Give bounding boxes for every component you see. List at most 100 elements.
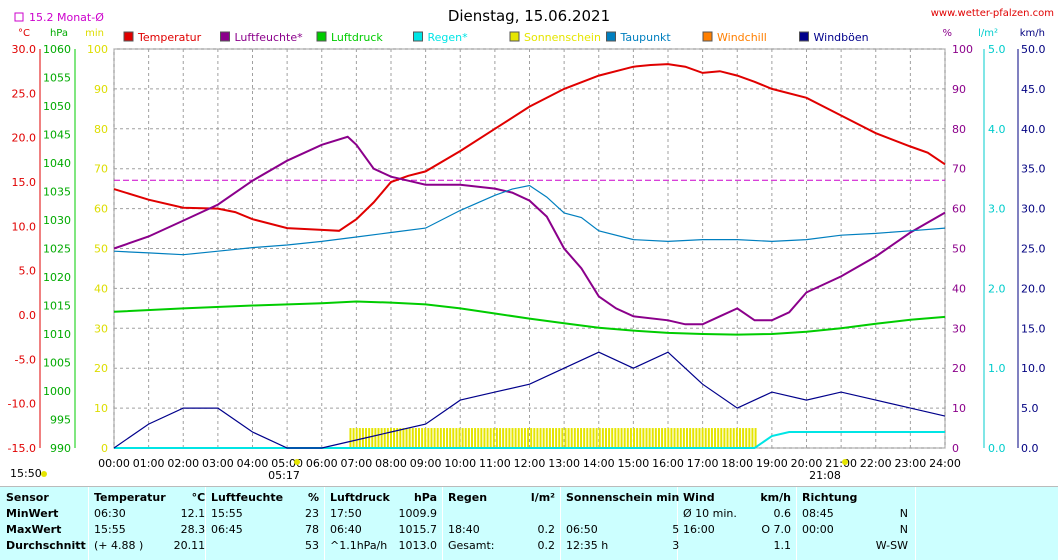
dir-avg: W-SW <box>875 538 908 552</box>
sunshine-bar <box>726 428 729 448</box>
sunshine-bar <box>745 428 748 448</box>
sunshine-bar <box>511 428 514 448</box>
sunrise-time: 05:17 <box>268 469 300 482</box>
rain-max: 0.2 <box>537 522 556 536</box>
sunshine-bar <box>349 428 352 448</box>
x-tick-label: 09:00 <box>410 457 442 470</box>
sunshine-bar <box>389 428 392 448</box>
hum-max-time: 06:45 <box>211 522 243 536</box>
temp-min-time: 06:30 <box>94 506 126 520</box>
x-tick-label: 04:00 <box>237 457 269 470</box>
wind-tick-label: 20.0 <box>1021 282 1046 295</box>
sunshine-bar <box>742 428 745 448</box>
sunshine-bar <box>489 428 492 448</box>
sunshine-bar <box>555 428 558 448</box>
legend-swatch <box>413 31 423 42</box>
humidity-tick-label: 20 <box>952 362 966 375</box>
rain-total: 0.2 <box>537 538 556 552</box>
sunshine-bar <box>629 428 632 448</box>
sunshine-bar <box>626 428 629 448</box>
humidity-tick-label: 80 <box>952 123 966 136</box>
x-tick-label: 13:00 <box>548 457 580 470</box>
wind-axis-unit: km/h <box>1020 28 1045 39</box>
sunshine-bar <box>539 428 542 448</box>
x-tick-label: 11:00 <box>479 457 511 470</box>
sunshine-bar <box>673 428 676 448</box>
minutes-tick-label: 70 <box>94 163 108 176</box>
sunshine-bar <box>601 428 604 448</box>
sunshine-bar <box>558 428 561 448</box>
wind-tick-label: 15.0 <box>1021 322 1046 335</box>
sunshine-bar <box>492 428 495 448</box>
sunshine-bar <box>710 428 713 448</box>
sunshine-bar <box>654 428 657 448</box>
wind-tick-label: 35.0 <box>1021 163 1046 176</box>
minutes-tick-label: 80 <box>94 123 108 136</box>
humidity-tick-label: 90 <box>952 83 966 96</box>
wind-min-label: Ø 10 min. <box>683 506 737 520</box>
legend-swatch <box>123 31 134 42</box>
minutes-tick-label: 90 <box>94 83 108 96</box>
sunshine-bar <box>408 428 411 448</box>
humidity-tick-label: 40 <box>952 282 966 295</box>
sunshine-bar <box>442 428 445 448</box>
rain-tick-label: 0.0 <box>988 442 1006 455</box>
wind-tick-label: 30.0 <box>1021 203 1046 216</box>
legend-label: Temperatur <box>137 31 202 44</box>
pressure-axis-unit: hPa <box>50 28 68 39</box>
x-tick-label: 17:00 <box>687 457 719 470</box>
sunshine-bar <box>499 428 502 448</box>
x-tick-label: 18:00 <box>721 457 753 470</box>
temp-tick-label: 15.0 <box>12 176 37 189</box>
sunshine-bar <box>704 428 707 448</box>
sunshine-bar <box>470 428 473 448</box>
sunshine-bar <box>418 428 421 448</box>
site-url: www.wetter-pfalzen.com <box>931 8 1054 19</box>
minutes-tick-label: 0 <box>101 442 108 455</box>
dir-max: N <box>899 522 908 536</box>
legend-label: Regen* <box>428 31 469 44</box>
legend-swatch <box>220 31 230 42</box>
sunshine-bar <box>371 428 374 448</box>
x-tick-label: 19:00 <box>756 457 788 470</box>
sunshine-bar <box>564 428 567 448</box>
sunshine-bar <box>455 428 458 448</box>
humidity-tick-label: 50 <box>952 243 966 256</box>
sunshine-bar <box>480 428 483 448</box>
sunshine-bar <box>427 428 430 448</box>
sunshine-bar <box>717 428 720 448</box>
sunshine-bar <box>692 428 695 448</box>
sunshine-bar <box>648 428 651 448</box>
humidity-tick-label: 70 <box>952 163 966 176</box>
sunshine-bar <box>664 428 667 448</box>
sun-max: 5 <box>672 522 680 536</box>
sunshine-bar <box>352 428 355 448</box>
pressure-tick-label: 1015 <box>43 300 71 313</box>
sunshine-bar <box>667 428 670 448</box>
sun-total-hours: 12:35 h <box>566 538 609 552</box>
sunshine-bar <box>611 428 614 448</box>
rain-tick-label: 5.0 <box>988 43 1006 56</box>
sun-header: Sonnenschein min <box>566 490 680 504</box>
rain-max-time: 18:40 <box>448 522 480 536</box>
humidity-tick-label: 60 <box>952 203 966 216</box>
temp-avg: 20.11 <box>173 538 206 552</box>
sunshine-bar <box>639 428 642 448</box>
legend-label: Windchill <box>717 31 767 44</box>
sunshine-bar <box>738 428 741 448</box>
legend-label: Luftfeuchte* <box>235 31 304 44</box>
sunshine-bar <box>542 428 545 448</box>
sunshine-bar <box>617 428 620 448</box>
sun-max-time: 06:50 <box>566 522 598 536</box>
x-tick-label: 10:00 <box>444 457 476 470</box>
temp-tick-label: 20.0 <box>12 132 37 145</box>
sunshine-bar <box>682 428 685 448</box>
sunshine-bar <box>449 428 452 448</box>
series-line-luftfeuchte <box>113 135 946 326</box>
press-min-time: 17:50 <box>330 506 362 520</box>
sunshine-bar <box>502 428 505 448</box>
sunshine-bar <box>495 428 498 448</box>
sunshine-bar <box>561 428 564 448</box>
sunshine-bar <box>374 428 377 448</box>
rain-tick-label: 2.0 <box>988 282 1006 295</box>
